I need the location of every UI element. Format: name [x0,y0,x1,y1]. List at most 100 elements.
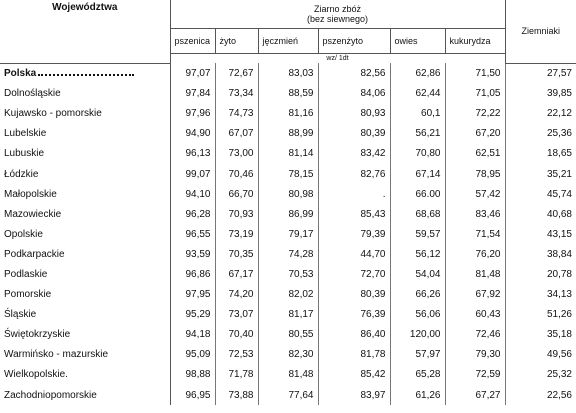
cell: 80,39 [318,284,391,305]
region-name: Podlaskie [0,264,171,285]
table-row: Wielkopolskie. 98,88 71,78 81,48 85,42 65,28 7… [0,364,576,385]
region-name: Małopolskie [0,184,171,205]
region-name: Łódzkie [0,163,171,185]
region-name: Polska [0,63,171,84]
cell: 67,27 [445,385,506,406]
cell: 96,13 [170,143,216,164]
cell: 79,17 [258,224,319,245]
cell: 81,48 [258,364,319,385]
cell: 65,28 [390,364,446,385]
cell: 81,16 [258,103,319,124]
cell: 22,12 [546,108,572,120]
region-name: Zachodniopomorskie [0,385,171,406]
cell: 73,19 [215,224,259,245]
cell: 67,07 [215,123,259,144]
cell: 97,07 [170,63,216,84]
cell: 82,56 [318,63,391,84]
cell: 67,92 [445,284,506,305]
cell: 70,53 [258,264,319,285]
region-name: Mazowieckie [0,204,171,225]
region-name: Śląskie [0,304,171,325]
cell: 85,42 [318,364,391,385]
region-name: Świętokrzyskie [0,324,171,345]
cell: 84,06 [318,83,391,104]
cell: 68,68 [390,204,446,225]
cell: 82,02 [258,284,319,305]
cell: 60,43 [445,304,506,325]
cell: 99,07 [170,163,216,185]
cell: 70,35 [215,244,259,265]
column-header: żyto [214,28,259,54]
cell: 38,84 [546,248,572,260]
cell: 39,85 [546,88,572,100]
cell: 74,73 [215,103,259,124]
cell: 56,06 [390,304,446,325]
cell: 67,17 [215,264,259,285]
cell: 44,70 [318,244,391,265]
cell: 22,56 [546,389,572,401]
column-header: owies [389,28,446,54]
cell: 45,74 [546,188,572,200]
table-row: Podkarpackie 93,59 70,35 74,28 44,70 56,12 76,… [0,244,576,265]
region-name: Wielkopolskie. [0,364,171,385]
cell: 81,17 [258,304,319,325]
table-row: Podlaskie 96,86 67,17 70,53 72,70 54,04 81,48 2… [0,264,576,285]
cell: 76,39 [318,304,391,325]
table-row: Lubuskie 96,13 73,00 81,14 83,42 70,80 62,51 18… [0,143,576,164]
region-header: Województwa [0,0,171,64]
cell: 67,20 [445,123,506,144]
cell: 93,59 [170,244,216,265]
cell: 62,86 [390,63,446,84]
cell: 96,55 [170,224,216,245]
region-name: Kujawsko - pomorskie [0,103,171,124]
cell: 60,1 [390,103,446,124]
cell: 51,26 [546,309,572,321]
column-header: kukurydza [444,28,506,54]
cell: 98,88 [170,364,216,385]
cell: 83,03 [258,63,319,84]
cell: 81,14 [258,143,319,164]
region-name: Opolskie [0,224,171,245]
cell: 72,53 [215,344,259,365]
table-row: Zachodniopomorskie 96,95 73,88 77,64 83,97 61… [0,385,576,406]
table-row: Świętokrzyskie 94,18 70,40 80,55 86,40 120,00… [0,324,576,345]
cell: 40,68 [546,208,572,220]
cell: 27,57 [546,68,572,80]
cell: 95,29 [170,304,216,325]
cell: 71,05 [445,83,506,104]
cell: 120,00 [390,324,446,345]
group-line: (bez siewnego) [306,14,369,24]
cell: 67,14 [390,163,446,185]
cell: 86,40 [318,324,391,345]
table-row: Łódzkie 99,07 70,46 78,15 82,76 67,14 78,95 35,… [0,163,576,185]
cell: 81,48 [445,264,506,285]
cell: 80,39 [318,123,391,144]
cell: 79,30 [445,344,506,365]
potatoes-header: Ziemniaki [504,0,576,64]
column-header: pszenżyto [317,28,391,54]
cell: 72,22 [445,103,506,124]
cell: 80,98 [258,184,319,205]
cell: 59,57 [390,224,446,245]
table-row: Dolnośląskie 97,84 73,34 88,59 84,06 62,44 71,… [0,83,576,104]
cell: 54,04 [390,264,446,285]
table-row: Śląskie 95,29 73,07 81,17 76,39 56,06 60,43 51,… [0,304,576,325]
cell: 73,88 [215,385,259,406]
cell: 86,99 [258,204,319,225]
cell: 71,78 [215,364,259,385]
table-row: Małopolskie 94,10 66,70 80,98. 66.00 57,42 45,… [0,184,576,205]
dot-leader [38,74,135,77]
region-name: Dolnośląskie [0,83,171,104]
cell: 82,30 [258,344,319,365]
cell: 85,43 [318,204,391,225]
table-row: Opolskie 96,55 73,19 79,17 79,39 59,57 71,54 43… [0,224,576,245]
cell: 71,50 [445,63,506,84]
table-row: Polska 97,07 72,67 83,03 82,56 62,86 71,50 27,5… [0,63,576,84]
cell: 72,70 [318,264,391,285]
cell: 77,64 [258,385,319,406]
cell: 95,09 [170,344,216,365]
column-header: pszenica [169,28,216,54]
cell: 18,65 [546,148,572,160]
